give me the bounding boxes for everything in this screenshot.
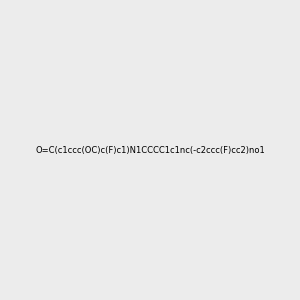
Text: O=C(c1ccc(OC)c(F)c1)N1CCCC1c1nc(-c2ccc(F)cc2)no1: O=C(c1ccc(OC)c(F)c1)N1CCCC1c1nc(-c2ccc(F… xyxy=(35,146,265,154)
